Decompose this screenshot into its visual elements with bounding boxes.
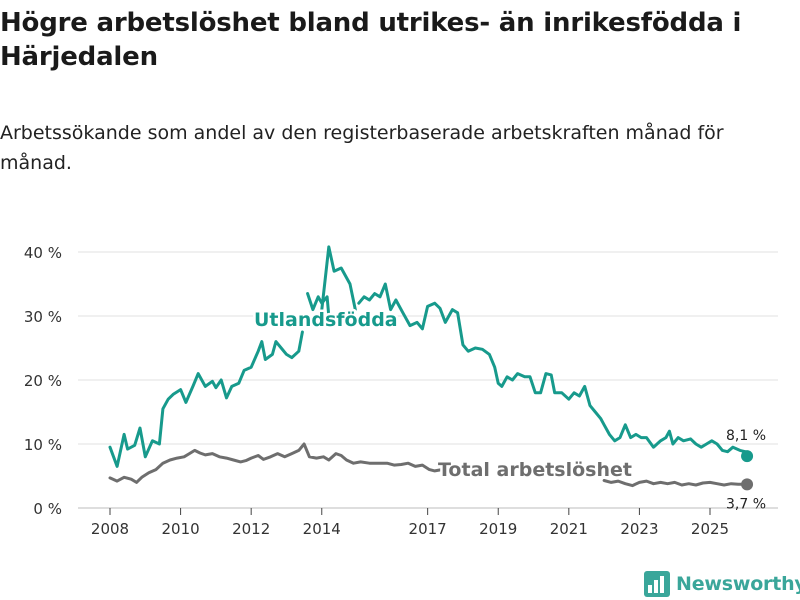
y-tick-label: 30 % [24,308,62,326]
x-tick-label: 2025 [691,520,729,538]
bar-chart-logo-icon [644,571,670,597]
series-line-utlandsfodda [357,282,749,458]
end-label-utlandsfodda: 8,1 % [726,428,766,444]
series-label-total: Total arbetslöshet [438,459,632,481]
series-line-utlandsfodda [108,330,304,468]
series-line-total [602,479,749,488]
newsworthy-logo[interactable]: Newsworthy [644,570,800,598]
brand-name: Newsworthy [676,573,800,595]
x-tick-label: 2019 [479,520,517,538]
y-tick-label: 20 % [24,372,62,390]
x-tick-label: 2017 [409,520,447,538]
x-tick-label: 2023 [620,520,658,538]
end-label-total: 3,7 % [726,496,766,512]
series-line-utlandsfodda [320,245,357,312]
x-tick-label: 2012 [232,520,270,538]
series-line-total [108,442,447,484]
end-point-utlandsfodda [741,450,754,463]
series-label-total-halo: Total arbetslöshet [438,459,632,481]
y-tick-label: 0 % [33,500,62,518]
chart-title: Högre arbetslöshet bland utrikes- än inr… [0,8,742,72]
x-tick-label: 2021 [550,520,588,538]
y-tick-label: 10 % [24,436,62,454]
series-label-utlandsfodda-halo: Utlandsfödda [254,309,398,331]
y-tick-label: 40 % [24,244,62,262]
end-point-total [741,478,754,491]
series-line-utlandsfodda [306,292,331,318]
series-label-utlandsfodda: Utlandsfödda [254,309,398,331]
chart-subtitle: Arbetssökande som andel av den registerb… [0,122,724,174]
x-tick-label: 2010 [161,520,199,538]
x-tick-label: 2014 [303,520,341,538]
x-tick-label: 2008 [91,520,129,538]
